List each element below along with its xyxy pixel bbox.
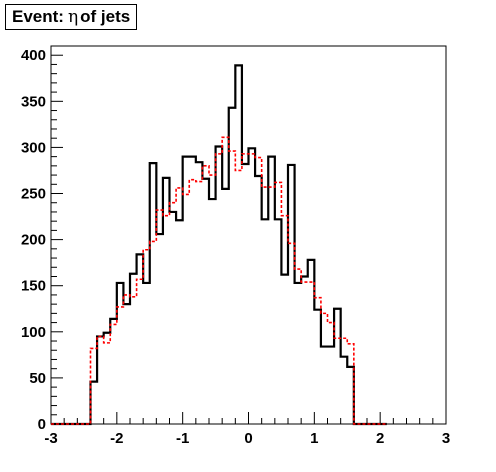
y-tick-label: 300	[21, 139, 46, 156]
y-tick-label: 200	[21, 232, 46, 249]
y-tick-label: 250	[21, 186, 46, 203]
y-tick-label: 50	[29, 370, 46, 387]
series-solid-black-line	[51, 64, 387, 426]
y-tick-label: 0	[38, 416, 46, 433]
x-axis: -3 -2 -1 0 1 2 3	[44, 412, 450, 447]
x-tick-label: 2	[376, 430, 384, 447]
plot-frame	[50, 45, 447, 425]
y-axis: 0 50 100 150 200 250 300 350 400	[21, 45, 63, 433]
x-tick-label: -2	[110, 430, 123, 447]
x-tick-label: -1	[176, 430, 189, 447]
title-suffix: of jets	[80, 7, 131, 26]
x-tick-label: 0	[244, 430, 252, 447]
y-tick-label: 400	[21, 47, 46, 64]
series-dashed-red-line	[51, 136, 387, 425]
x-tick-label: 1	[310, 430, 318, 447]
chart-title: Event: η of jets	[5, 4, 138, 30]
y-tick-label: 150	[21, 278, 46, 295]
x-tick-label: -3	[44, 430, 57, 447]
y-tick-label: 350	[21, 93, 46, 110]
series-lines	[51, 64, 387, 426]
x-tick-label: 3	[442, 430, 450, 447]
title-eta-symbol: η	[67, 7, 79, 27]
y-tick-label: 100	[21, 324, 46, 341]
title-prefix: Event:	[12, 7, 64, 26]
